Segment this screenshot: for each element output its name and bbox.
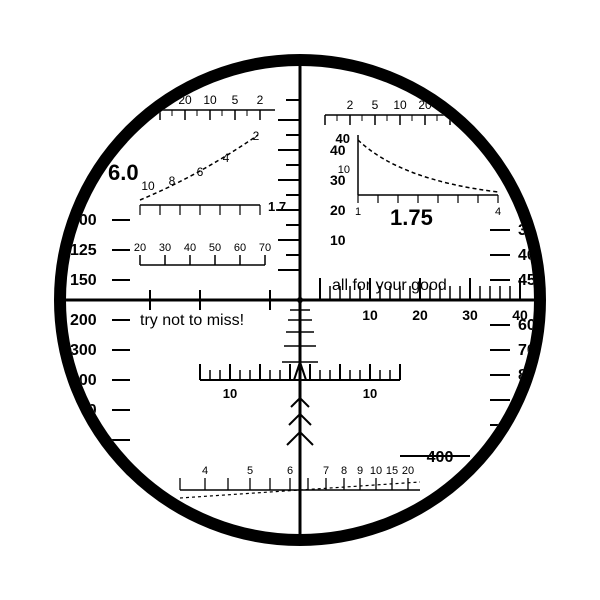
- scope-reticle-diagram: 1020304040302010101040302010522510203040…: [0, 0, 600, 600]
- svg-text:30: 30: [159, 242, 171, 254]
- svg-text:5: 5: [372, 98, 379, 112]
- svg-text:6.0: 6.0: [108, 160, 139, 185]
- svg-text:70: 70: [259, 242, 271, 254]
- svg-text:all for your good: all for your good: [332, 277, 447, 294]
- svg-text:8: 8: [341, 465, 347, 477]
- svg-text:4: 4: [202, 465, 208, 477]
- svg-text:2: 2: [257, 93, 264, 107]
- svg-text:10: 10: [141, 179, 155, 193]
- svg-text:150: 150: [70, 272, 97, 289]
- svg-text:2: 2: [347, 98, 354, 112]
- svg-text:6: 6: [287, 465, 293, 477]
- svg-text:4: 4: [495, 206, 501, 218]
- svg-text:15: 15: [386, 465, 398, 477]
- svg-text:20: 20: [134, 242, 146, 254]
- svg-text:125: 125: [70, 242, 97, 259]
- svg-text:1: 1: [355, 206, 361, 218]
- svg-text:6: 6: [197, 165, 204, 179]
- svg-text:4: 4: [223, 151, 230, 165]
- svg-text:400: 400: [427, 449, 454, 466]
- svg-text:20: 20: [402, 465, 414, 477]
- svg-text:10: 10: [393, 98, 407, 112]
- svg-text:200: 200: [70, 312, 97, 329]
- svg-text:1.7: 1.7: [268, 199, 286, 214]
- svg-text:50: 50: [209, 242, 221, 254]
- svg-text:10: 10: [223, 386, 237, 401]
- svg-text:5: 5: [232, 93, 239, 107]
- svg-text:9: 9: [357, 465, 363, 477]
- svg-text:5: 5: [247, 465, 253, 477]
- svg-text:10: 10: [330, 232, 346, 248]
- svg-text:10: 10: [363, 386, 377, 401]
- svg-text:7: 7: [323, 465, 329, 477]
- svg-text:60: 60: [234, 242, 246, 254]
- svg-text:try not to miss!: try not to miss!: [140, 312, 244, 329]
- svg-text:40: 40: [184, 242, 196, 254]
- svg-text:2: 2: [253, 129, 260, 143]
- svg-text:8: 8: [169, 174, 176, 188]
- svg-text:40: 40: [336, 131, 350, 146]
- svg-text:10: 10: [370, 465, 382, 477]
- svg-text:10: 10: [203, 93, 217, 107]
- svg-text:1.75: 1.75: [390, 205, 433, 230]
- svg-text:20: 20: [412, 307, 428, 323]
- svg-text:20: 20: [330, 202, 346, 218]
- svg-text:10: 10: [338, 164, 350, 176]
- svg-text:300: 300: [70, 342, 97, 359]
- svg-text:10: 10: [362, 307, 378, 323]
- svg-text:30: 30: [462, 307, 478, 323]
